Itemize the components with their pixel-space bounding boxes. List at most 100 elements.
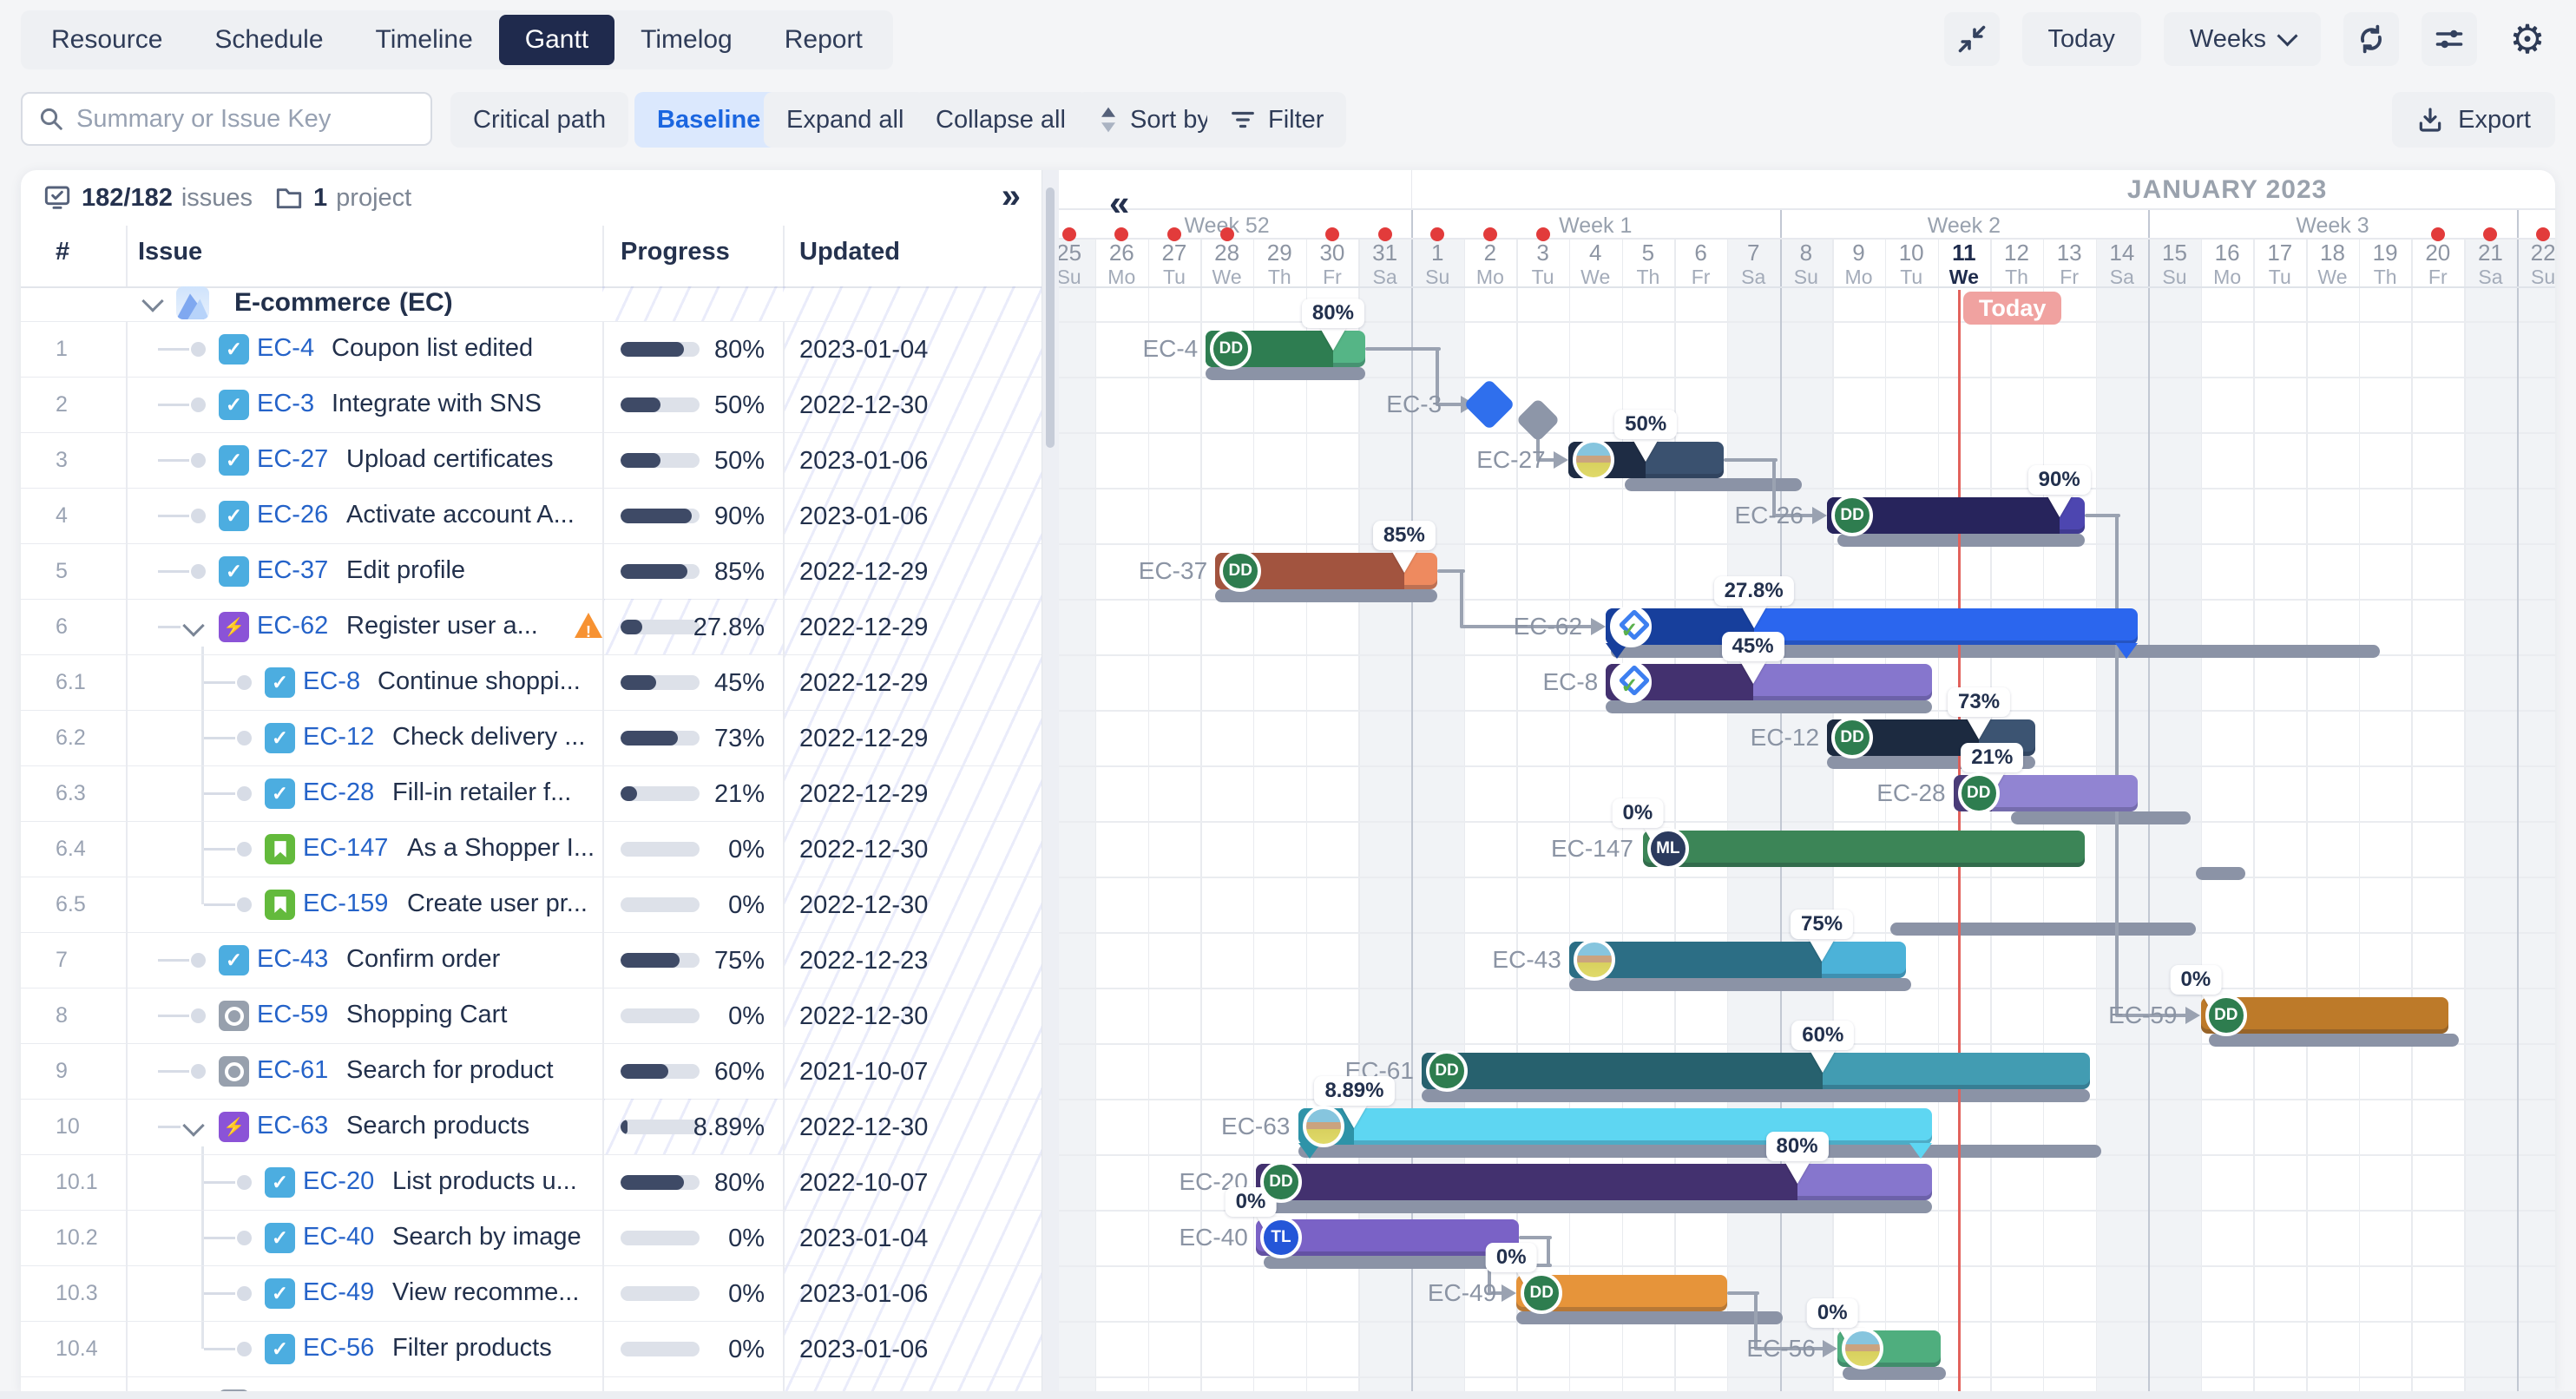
table-row-EC-28[interactable]: 6.3 ✓ EC-28 Fill-in retailer f... 21% 2022-12…	[21, 765, 1042, 822]
table-row-EC-61[interactable]: 9 EC-61 Search for product 60% 2021-10-07	[21, 1043, 1042, 1100]
issue-key-link[interactable]: EC-20	[303, 1167, 375, 1195]
panel-splitter[interactable]	[1042, 170, 1061, 1391]
drag-handle-dot[interactable]	[237, 1231, 252, 1245]
drag-handle[interactable]	[158, 459, 189, 462]
table-row-EC-20[interactable]: 10.1 ✓ EC-20 List products u... 80% 2022-10-0…	[21, 1154, 1042, 1211]
drag-handle-dot[interactable]	[237, 842, 252, 857]
issue-key-link[interactable]: EC-147	[303, 834, 389, 862]
issue-key-link[interactable]: EC-40	[303, 1223, 375, 1251]
drag-handle-dot[interactable]	[191, 564, 206, 579]
drag-handle-dot[interactable]	[237, 1175, 252, 1190]
project-row[interactable]: E-commerce (EC)	[21, 286, 1042, 322]
drag-handle[interactable]	[158, 404, 189, 406]
table-row-EC-49[interactable]: 10.3 ✓ EC-49 View recomme... 0% 2023-01-06	[21, 1265, 1042, 1322]
sync-button[interactable]	[2343, 12, 2399, 66]
search-input[interactable]	[75, 103, 415, 135]
tab-gantt[interactable]: Gantt	[498, 15, 615, 65]
issue-key-link[interactable]: EC-37	[257, 556, 329, 584]
filter-button[interactable]: Filter	[1207, 92, 1347, 148]
issue-key-link[interactable]: EC-4	[257, 334, 315, 362]
tab-resource[interactable]: Resource	[51, 25, 163, 54]
gantt-bar-EC-62[interactable]	[1606, 608, 2139, 645]
row-chevron-down-icon[interactable]	[182, 1114, 205, 1137]
tab-timelog[interactable]: Timelog	[641, 25, 733, 54]
drag-handle[interactable]	[158, 626, 181, 628]
table-row-EC-159[interactable]: 6.5 EC-159 Create user pr... 0% 2022-12-30	[21, 877, 1042, 933]
gantt-bar-EC-61[interactable]	[1422, 1053, 2091, 1089]
gantt-bar-EC-20[interactable]	[1255, 1164, 1933, 1200]
drag-handle[interactable]	[204, 1181, 235, 1184]
drag-handle-dot[interactable]	[237, 731, 252, 745]
table-row-EC-63[interactable]: 10 ⚡ EC-63 Search products 8.89% 2022-12-30	[21, 1099, 1042, 1155]
issue-key-link[interactable]: EC-3	[257, 390, 315, 417]
tab-schedule[interactable]: Schedule	[214, 25, 324, 54]
column-header-issue[interactable]: Issue	[138, 238, 203, 266]
drag-handle[interactable]	[158, 959, 189, 962]
column-header-num[interactable]: #	[56, 238, 70, 266]
drag-handle[interactable]	[204, 903, 235, 906]
table-row-EC-37[interactable]: 5 ✓ EC-37 Edit profile 85% 2022-12-29	[21, 543, 1042, 600]
collapse-panel-icon[interactable]: «	[1109, 182, 1130, 223]
zoom-level-select[interactable]: Weeks	[2163, 12, 2321, 66]
issue-key-link[interactable]: EC-43	[257, 945, 329, 973]
table-row-EC-8[interactable]: 6.1 ✓ EC-8 Continue shoppi... 45% 2022-12-29	[21, 654, 1042, 711]
drag-handle-dot[interactable]	[237, 675, 252, 690]
settings-gear-button[interactable]: ⚙	[2500, 12, 2555, 66]
drag-handle[interactable]	[204, 1348, 235, 1350]
issue-key-link[interactable]: EC-61	[257, 1056, 329, 1084]
drag-handle-dot[interactable]	[191, 1064, 206, 1079]
issue-key-link[interactable]: EC-12	[303, 723, 375, 751]
export-button[interactable]: Export	[2392, 92, 2555, 148]
issue-key-link[interactable]: EC-27	[257, 445, 329, 473]
drag-handle-dot[interactable]	[191, 453, 206, 468]
drag-handle-dot[interactable]	[237, 786, 252, 801]
gantt-bar-EC-63[interactable]	[1298, 1108, 1933, 1145]
issue-key-link[interactable]: EC-28	[303, 778, 375, 806]
issue-key-link[interactable]: EC-8	[303, 667, 361, 695]
table-row-EC-12[interactable]: 6.2 ✓ EC-12 Check delivery ... 73% 2022-12-29	[21, 710, 1042, 766]
view-options-button[interactable]	[2422, 12, 2477, 66]
issue-key-link[interactable]: EC-62	[257, 612, 329, 640]
drag-handle[interactable]	[158, 348, 189, 351]
drag-handle-dot[interactable]	[191, 397, 206, 412]
table-row-EC-147[interactable]: 6.4 EC-147 As a Shopper I... 0% 2022-12-30	[21, 821, 1042, 877]
table-row-EC-56[interactable]: 10.4 ✓ EC-56 Filter products 0% 2023-01-06	[21, 1321, 1042, 1377]
expand-panel-icon[interactable]: »	[1001, 177, 1021, 215]
issue-key-link[interactable]: EC-59	[257, 1001, 329, 1028]
drag-handle[interactable]	[158, 1126, 181, 1128]
table-row-EC-40[interactable]: 10.2 ✓ EC-40 Search by image 0% 2023-01-04	[21, 1210, 1042, 1266]
project-chevron-down-icon[interactable]	[141, 290, 164, 312]
gantt-bar-EC-8[interactable]	[1606, 664, 1933, 700]
drag-handle-dot[interactable]	[191, 953, 206, 968]
issue-key-link[interactable]: EC-63	[257, 1112, 329, 1140]
today-button[interactable]: Today	[2021, 12, 2141, 66]
table-row-EC-59[interactable]: 8 EC-59 Shopping Cart 0% 2022-12-30	[21, 988, 1042, 1044]
drag-handle-dot[interactable]	[237, 1342, 252, 1356]
drag-handle-dot[interactable]	[191, 509, 206, 523]
row-chevron-down-icon[interactable]	[182, 614, 205, 637]
table-row-EC-26[interactable]: 4 ✓ EC-26 Activate account A... 90% 2023-01-0…	[21, 488, 1042, 544]
table-row-EC-3[interactable]: 2 ✓ EC-3 Integrate with SNS 50% 2022-12-30	[21, 377, 1042, 433]
drag-handle-dot[interactable]	[191, 342, 206, 357]
column-header-progress[interactable]: Progress	[621, 238, 730, 266]
drag-handle[interactable]	[158, 515, 189, 517]
drag-handle[interactable]	[204, 681, 235, 684]
issue-key-link[interactable]: EC-49	[303, 1278, 375, 1306]
drag-handle[interactable]	[158, 1070, 189, 1073]
issue-key-link[interactable]: EC-159	[303, 890, 389, 917]
table-row-EC-62[interactable]: 6 ⚡ EC-62 Register user a...! 27.8% 2022-12-2…	[21, 599, 1042, 655]
drag-handle[interactable]	[204, 1237, 235, 1239]
exit-fullscreen-button[interactable]	[1943, 12, 2000, 66]
table-row-EC-4[interactable]: 1 ✓ EC-4 Coupon list edited 80% 2023-01-04	[21, 321, 1042, 378]
tab-timeline[interactable]: Timeline	[375, 25, 473, 54]
collapse-all-button[interactable]: Collapse all	[913, 92, 1088, 148]
column-header-updated[interactable]: Updated	[799, 238, 900, 266]
table-row-EC-27[interactable]: 3 ✓ EC-27 Upload certificates 50% 2023-01-06	[21, 432, 1042, 489]
milestone-EC-3[interactable]	[1462, 378, 1515, 430]
issue-key-link[interactable]: EC-26	[257, 501, 329, 529]
drag-handle[interactable]	[204, 848, 235, 851]
gantt-bar-EC-147[interactable]	[1642, 831, 2086, 867]
sort-by-button[interactable]: Sort by	[1076, 92, 1232, 148]
tab-report[interactable]: Report	[784, 25, 863, 54]
critical-path-button[interactable]: Critical path	[450, 92, 629, 148]
